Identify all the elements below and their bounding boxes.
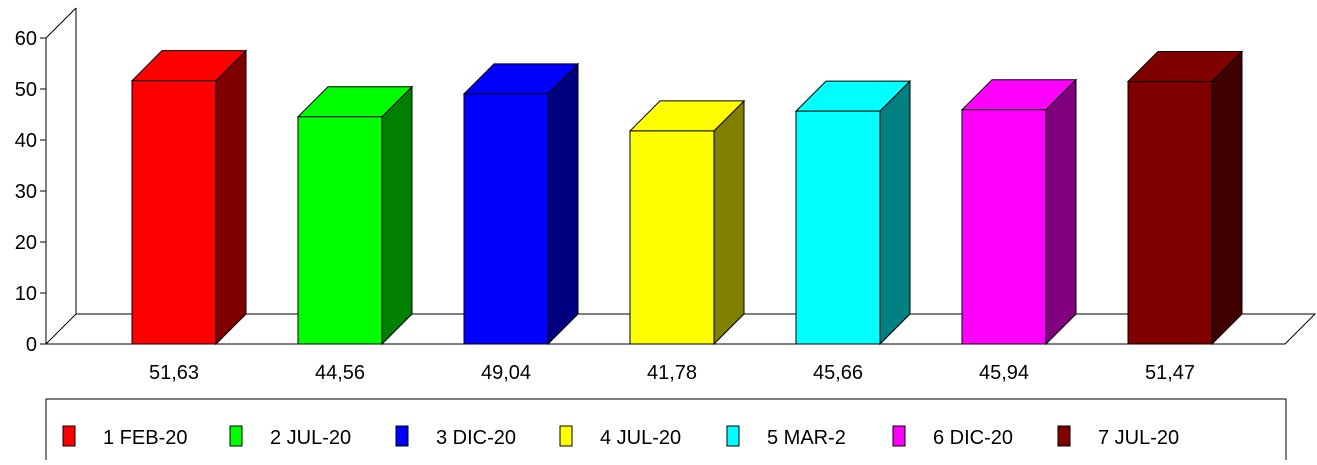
chart-bars	[130, 49, 1244, 346]
bar-side	[547, 62, 579, 346]
legend-label: 4 JUL-20	[600, 427, 681, 449]
x-tick-label: 45,66	[813, 362, 863, 384]
bar	[960, 78, 1078, 346]
x-tick-label: 51,47	[1145, 362, 1195, 384]
y-tick-label: 40	[15, 130, 37, 152]
wall-top-edge	[45, 7, 77, 39]
x-tick-label: 49,04	[481, 362, 531, 384]
legend-swatch	[1057, 425, 1071, 447]
x-axis-labels: 51,63 44,56 49,04 41,78 45,66 45,94 51,47	[149, 362, 1195, 384]
bar-front	[463, 93, 549, 345]
bar	[794, 79, 912, 346]
bar-front	[795, 110, 881, 345]
bar-front	[961, 109, 1047, 345]
bar-side	[713, 99, 745, 346]
y-axis-ticks: 0 10 20 30 40 50 60	[15, 28, 46, 356]
legend-swatch	[62, 425, 76, 447]
x-tick-label: 51,63	[149, 362, 199, 384]
bar-side	[1045, 78, 1077, 346]
y-tick-label: 50	[15, 79, 37, 101]
y-tick-label: 0	[26, 334, 37, 356]
x-tick-label: 45,94	[979, 362, 1029, 384]
bar-side	[1211, 50, 1243, 346]
bar-side	[879, 79, 911, 346]
legend-label: 6 DIC-20	[933, 427, 1013, 449]
bar-front	[297, 116, 383, 345]
bar	[628, 99, 746, 346]
y-tick-label: 60	[15, 28, 37, 50]
bar-front	[629, 130, 715, 345]
legend-label: 5 MAR-2	[767, 427, 846, 449]
y-tick-label: 30	[15, 181, 37, 203]
legend-label: 3 DIC-20	[436, 427, 516, 449]
bar	[130, 49, 248, 346]
bar	[296, 85, 414, 346]
legend-label: 2 JUL-20	[270, 427, 351, 449]
bar-side	[215, 49, 247, 346]
bar-front	[1127, 81, 1213, 345]
legend-label: 7 JUL-20	[1098, 427, 1179, 449]
bar	[462, 62, 580, 346]
legend-swatch	[892, 425, 906, 447]
legend-box	[45, 398, 1287, 465]
y-tick-label: 10	[15, 283, 37, 305]
legend-swatch	[229, 425, 243, 447]
y-tick-label: 20	[15, 232, 37, 254]
legend: 1 FEB-20 2 JUL-20 3 DIC-20 4 JUL-20 5 MAR-2 6…	[45, 398, 1287, 465]
bar	[1126, 50, 1244, 346]
x-tick-label: 41,78	[647, 362, 697, 384]
legend-swatch	[726, 425, 740, 447]
bar-front	[131, 80, 217, 345]
legend-swatch	[559, 425, 573, 447]
legend-swatch	[395, 425, 409, 447]
x-tick-label: 44,56	[315, 362, 365, 384]
legend-label: 1 FEB-20	[103, 427, 187, 449]
bar-side	[381, 85, 413, 346]
